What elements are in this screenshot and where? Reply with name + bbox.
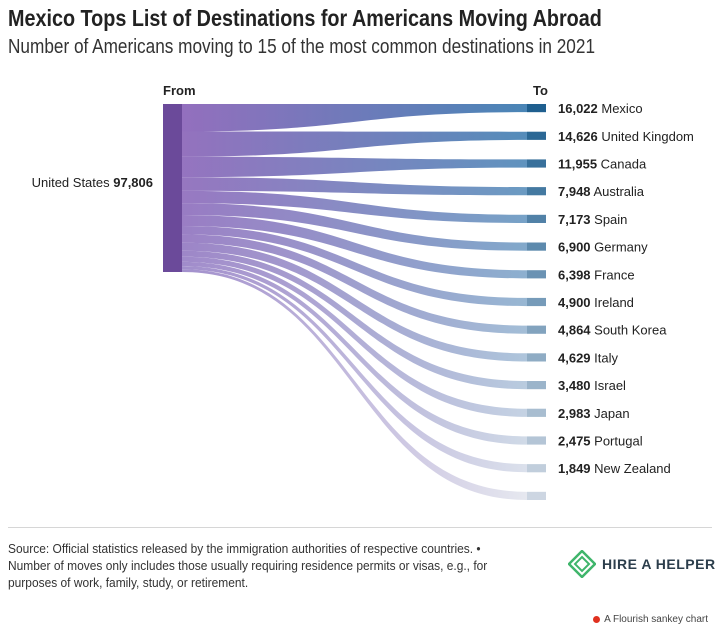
credit-text: A Flourish sankey chart [604,614,708,625]
diamond-arrows-icon [568,550,596,578]
link-spain[interactable] [182,190,527,223]
dest-label-south-korea: 4,864 South Korea [558,323,667,338]
dest-label-spain: 7,173 Spain [558,212,627,227]
dest-node-united-kingdom[interactable] [527,131,546,140]
flourish-dot-icon [593,616,601,623]
dest-label-united-kingdom: 14,626 United Kingdom [558,129,694,144]
link-israel[interactable] [182,250,527,390]
source-note: Source: Official statistics released by … [8,541,488,590]
link-portugal[interactable] [182,261,527,445]
link-south-korea[interactable] [182,234,527,334]
chart-subtitle: Number of Americans moving to 15 of the … [8,36,596,58]
dest-label-australia: 7,948 Australia [558,184,645,199]
link-france[interactable] [182,215,527,279]
dest-node-new-zealand[interactable] [527,464,546,473]
hire-a-helper-logo[interactable]: HIRE A HELPER [568,550,716,578]
dest-label-france: 6,398 France [558,267,635,282]
link-other[interactable] [182,269,527,500]
source-label: United States 97,806 [32,175,153,190]
link-canada[interactable] [182,156,527,178]
link-australia[interactable] [182,177,527,196]
dest-node-mexico[interactable] [527,104,546,113]
dest-node-france[interactable] [527,270,546,279]
dest-node-australia[interactable] [527,187,546,196]
nodes-layer [163,104,546,500]
source-node-united-states[interactable] [163,104,182,272]
link-united-kingdom[interactable] [182,131,527,157]
dest-label-new-zealand: 1,849 New Zealand [558,461,671,476]
dest-node-spain[interactable] [527,214,546,223]
to-header: To [533,83,548,98]
dest-label-canada: 11,955 Canada [558,156,647,171]
flourish-credit[interactable]: A Flourish sankey chart [593,614,708,625]
dest-node-ireland[interactable] [527,297,546,307]
dest-node-israel[interactable] [527,381,546,390]
sankey-chart: 16,022 Mexico 14,626 United Kingdom 11,955… [32,83,694,500]
link-germany[interactable] [182,203,527,251]
chart-title: Mexico Tops List of Destinations for Ame… [8,5,602,31]
dest-node-south-korea[interactable] [527,325,546,334]
footer-divider [8,527,712,528]
dest-label-germany: 6,900 Germany [558,240,648,255]
from-header: From [163,83,196,98]
dest-node-other[interactable] [527,491,546,500]
link-mexico[interactable] [182,104,527,132]
dest-node-portugal[interactable] [527,436,546,445]
logo-text: HIRE A HELPER [602,556,716,572]
dest-label-portugal: 2,475 Portugal [558,434,643,449]
dest-label-italy: 4,629 Italy [558,350,619,365]
dest-node-japan[interactable] [527,408,546,417]
dest-label-ireland: 4,900 Ireland [558,295,634,310]
dest-label-israel: 3,480 Israel [558,378,626,393]
dest-label-mexico: 16,022 Mexico [558,101,643,116]
dest-node-italy[interactable] [527,353,546,362]
link-japan[interactable] [182,256,527,417]
links-layer [182,104,527,500]
labels-layer: 16,022 Mexico 14,626 United Kingdom 11,955… [32,83,694,476]
link-italy[interactable] [182,242,527,362]
link-ireland[interactable] [182,226,527,307]
link-new-zealand[interactable] [182,266,527,473]
dest-label-japan: 2,983 Japan [558,406,630,421]
dest-node-germany[interactable] [527,242,546,251]
dest-node-canada[interactable] [527,159,546,168]
